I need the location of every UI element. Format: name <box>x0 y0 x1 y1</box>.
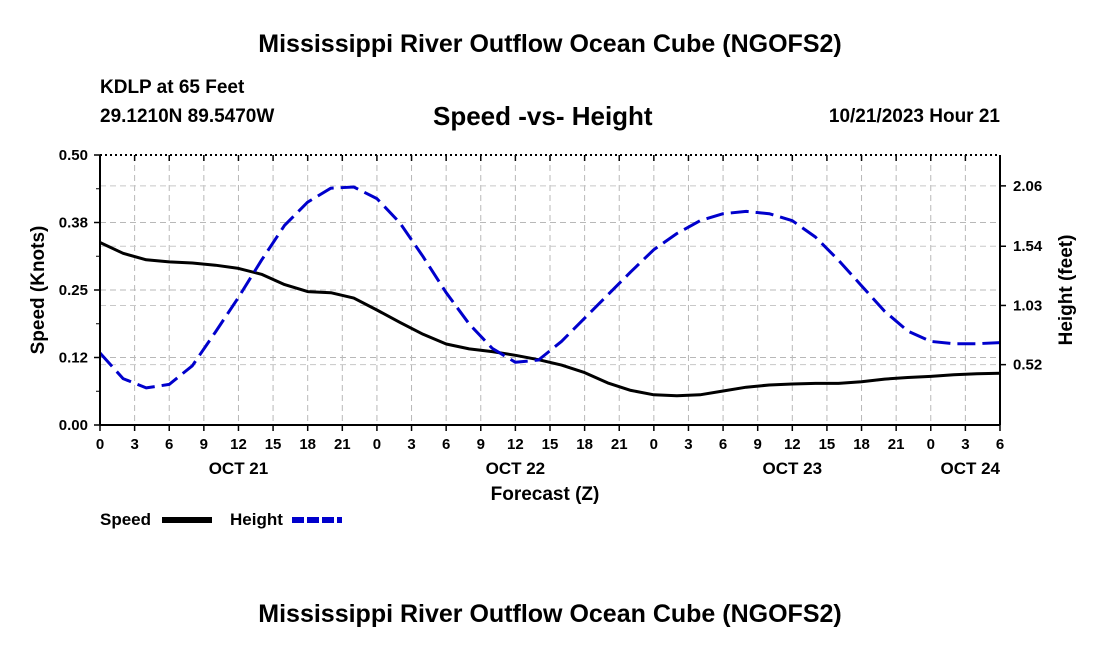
y-axis-title: Speed (Knots) <box>28 226 49 355</box>
x-tick-label: 3 <box>961 436 969 453</box>
date-label: OCT 21 <box>209 459 269 478</box>
y2-tick-label: 1.54 <box>1013 238 1043 255</box>
x-tick-label: 9 <box>754 436 762 453</box>
x-tick-label: 9 <box>477 436 485 453</box>
y2-tick-label: 1.03 <box>1013 297 1042 314</box>
station-coordinates: 29.1210N 89.5470W <box>100 106 275 127</box>
y-tick-label: 0.12 <box>59 350 88 367</box>
forecast-datetime: 10/21/2023 Hour 21 <box>828 106 1000 127</box>
x-tick-label: 6 <box>165 436 173 453</box>
legend-label-height: Height <box>230 510 283 529</box>
y2-axis-title: Height (feet) <box>1056 235 1077 346</box>
series-lines <box>98 185 1001 398</box>
x-tick-label: 3 <box>407 436 415 453</box>
x-tick-label: 9 <box>200 436 208 453</box>
x-tick-label: 15 <box>265 436 282 453</box>
y-tick-label: 0.25 <box>59 282 88 299</box>
x-tick-label: 18 <box>853 436 870 453</box>
axes <box>94 154 1006 431</box>
y2-tick-label: 2.06 <box>1013 178 1042 195</box>
x-tick-label: 21 <box>334 436 351 453</box>
date-label: OCT 23 <box>763 459 823 478</box>
legend: Speed Height <box>100 510 342 529</box>
y-tick-label: 0.00 <box>59 417 88 434</box>
height-series-line <box>98 185 1001 390</box>
x-tick-label: 15 <box>542 436 559 453</box>
x-tick-label: 6 <box>996 436 1004 453</box>
x-axis-title: Forecast (Z) <box>491 484 600 505</box>
x-tick-label: 0 <box>96 436 104 453</box>
x-tick-label: 18 <box>299 436 316 453</box>
x-tick-label: 6 <box>719 436 727 453</box>
axis-labels: 0 3 6 9 12 15 18 21 0 3 6 9 12 15 18 21 0 3 6 9 12 15 18 21 0 3 6 O… <box>28 147 1077 505</box>
x-tick-label: 12 <box>784 436 801 453</box>
x-tick-label: 12 <box>507 436 524 453</box>
x-tick-label: 12 <box>230 436 247 453</box>
y-tick-label: 0.50 <box>59 147 88 164</box>
x-tick-label: 0 <box>927 436 935 453</box>
date-label: OCT 22 <box>486 459 546 478</box>
bottom-title: Mississippi River Outflow Ocean Cube (NG… <box>258 600 842 628</box>
legend-label-speed: Speed <box>100 510 151 529</box>
speed-series-line <box>99 241 1001 398</box>
x-tick-label: 0 <box>373 436 381 453</box>
y2-tick-label: 0.52 <box>1013 357 1042 374</box>
x-tick-label: 18 <box>576 436 593 453</box>
x-tick-label: 3 <box>684 436 692 453</box>
x-tick-label: 21 <box>611 436 628 453</box>
x-tick-label: 21 <box>888 436 905 453</box>
x-tick-label: 3 <box>130 436 138 453</box>
y-tick-label: 0.38 <box>59 215 88 232</box>
chart-subtitle: Speed -vs- Height <box>433 101 653 131</box>
x-tick-label: 15 <box>819 436 836 453</box>
grid-lines <box>100 155 1000 425</box>
main-title: Mississippi River Outflow Ocean Cube (NG… <box>258 30 842 58</box>
x-tick-label: 6 <box>442 436 450 453</box>
x-tick-label: 0 <box>650 436 658 453</box>
station-label: KDLP at 65 Feet <box>100 77 245 98</box>
date-label: OCT 24 <box>940 459 1000 478</box>
